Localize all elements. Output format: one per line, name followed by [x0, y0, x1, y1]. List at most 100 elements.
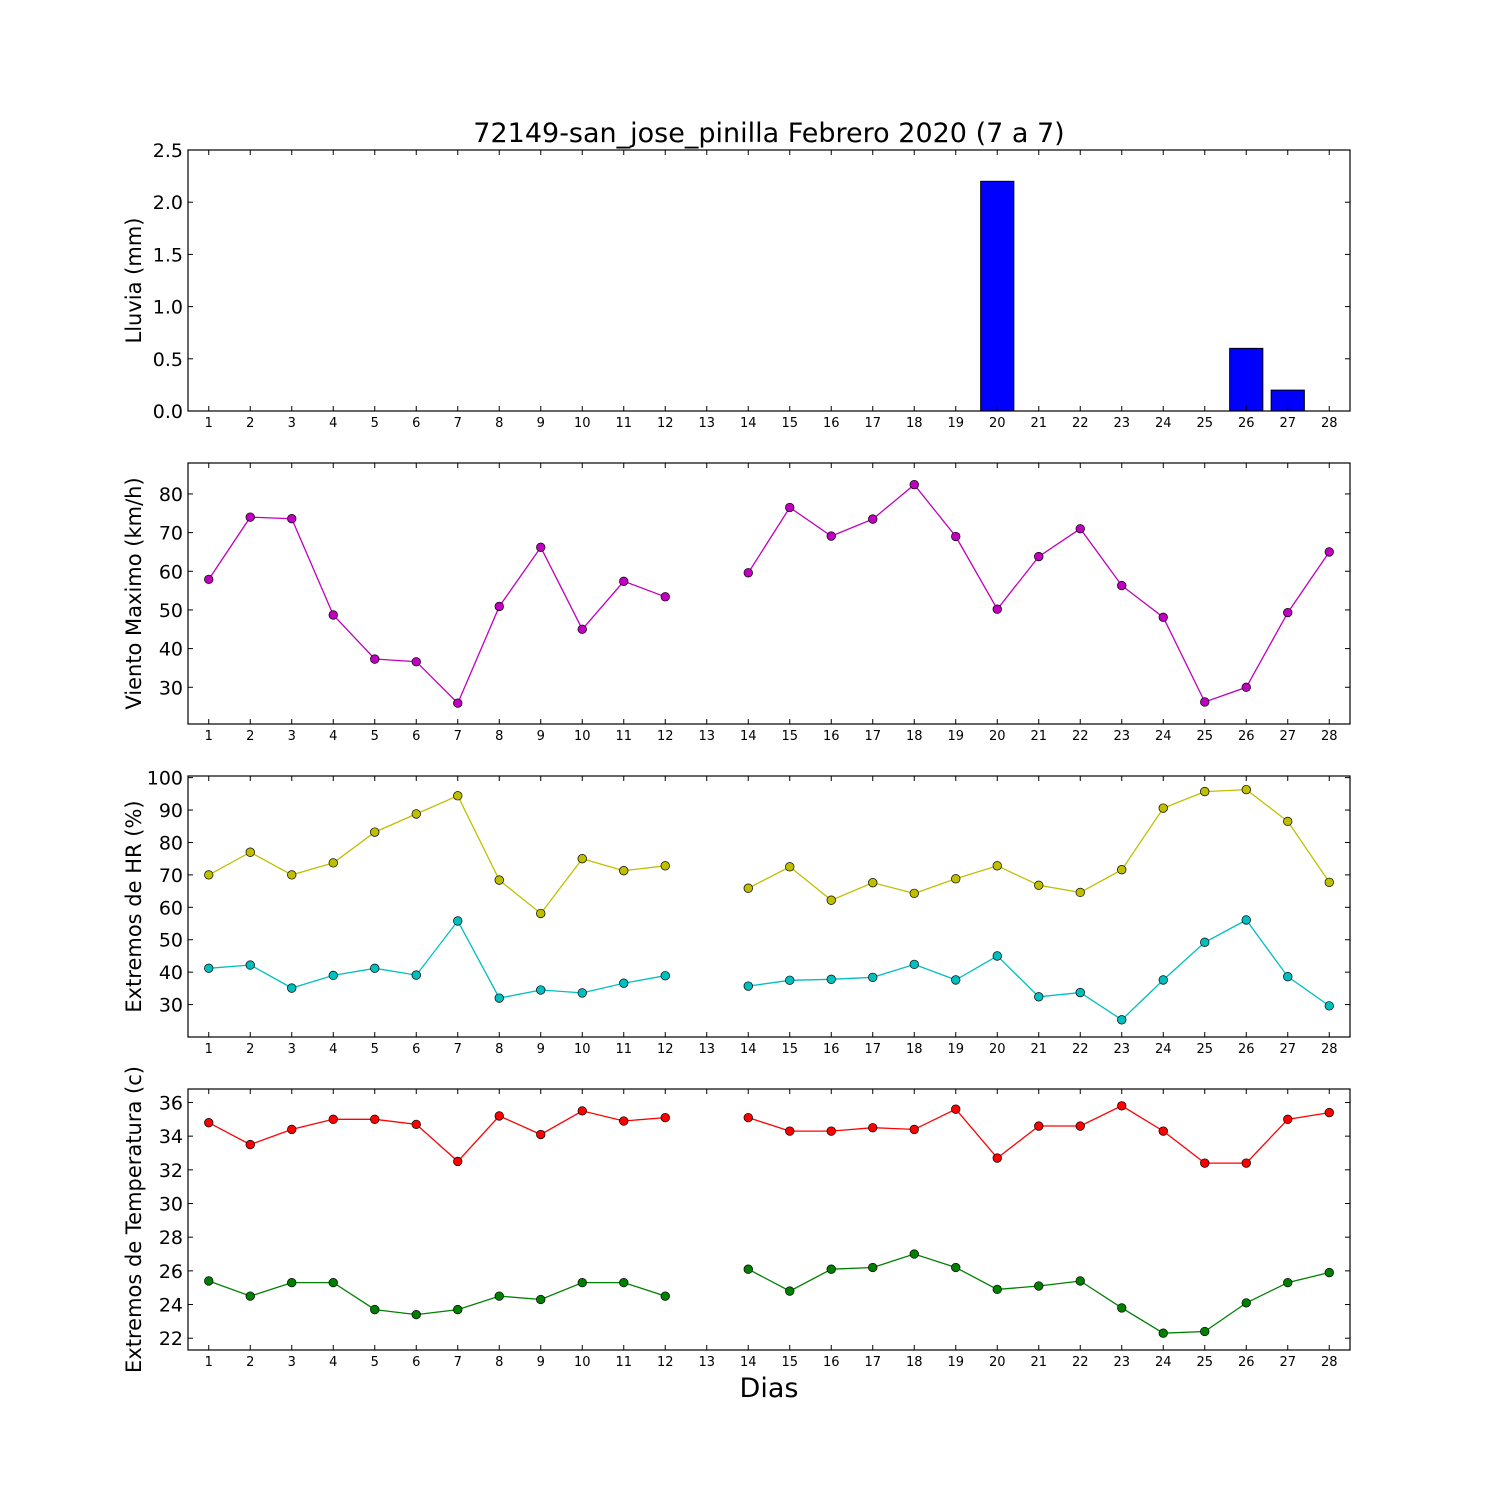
temperature-series-2-point [826, 1264, 836, 1274]
temperature-series-2-point [1158, 1328, 1168, 1338]
temperature-xtick-label: 25 [1196, 1355, 1213, 1370]
humidity-series-2-point [1324, 1001, 1334, 1011]
wind-series-1-point [1324, 547, 1334, 557]
humidity-xtick-label: 23 [1113, 1042, 1130, 1057]
wind-y-axis-label: Viento Maximo (km/h) [122, 477, 146, 709]
humidity-series-1-point [826, 895, 836, 905]
temperature-series-2-point [660, 1291, 670, 1301]
temperature-series-2-point [1324, 1267, 1334, 1278]
humidity-series-2-point [411, 970, 421, 980]
wind-series-1-point [536, 542, 546, 552]
wind-xtick-label: 19 [947, 729, 964, 744]
wind-series-1-point [1117, 580, 1127, 591]
rain-xtick-label: 26 [1238, 416, 1255, 431]
wind-series-1-point [951, 531, 961, 542]
humidity-xtick-label: 27 [1279, 1042, 1296, 1057]
humidity-series-2-point [1034, 992, 1044, 1002]
humidity-ytick-label: 60 [159, 897, 183, 919]
rain-xtick-label: 18 [906, 416, 923, 431]
wind-series-1-point [868, 514, 878, 524]
temperature-series-1-point [868, 1123, 878, 1133]
temperature-series-1-point [1034, 1121, 1044, 1131]
temperature-xtick-label: 1 [205, 1355, 213, 1370]
wind-series-1-point [785, 502, 795, 513]
humidity-series-2-point [245, 960, 255, 970]
humidity-ytick-label: 80 [159, 832, 183, 854]
temperature-series-1-point [494, 1111, 504, 1121]
temperature-ytick-label: 30 [159, 1194, 183, 1216]
wind-xtick-label: 20 [989, 729, 1006, 744]
humidity-ytick-label: 40 [159, 962, 183, 984]
wind-xtick-label: 23 [1113, 729, 1130, 744]
temperature-series-1-point [1075, 1121, 1085, 1131]
humidity-series-2-point [1241, 915, 1251, 925]
wind-series-1-point [1241, 682, 1251, 692]
temperature-xtick-label: 17 [864, 1355, 881, 1370]
wind-ytick-label: 80 [159, 484, 183, 506]
humidity-series-2-point [660, 971, 670, 981]
rain-xtick-label: 5 [371, 416, 379, 431]
wind-xtick-label: 11 [615, 729, 632, 744]
wind-xtick-label: 13 [698, 729, 715, 744]
humidity-series-2-point [204, 963, 214, 973]
humidity-xtick-label: 13 [698, 1042, 715, 1057]
wind-series-1-point [992, 604, 1002, 614]
wind-xtick-label: 8 [495, 729, 503, 744]
rain-xtick-label: 12 [657, 416, 674, 431]
temperature-xtick-label: 16 [823, 1355, 840, 1370]
temperature-series-2-point [785, 1286, 795, 1296]
temperature-xtick-label: 28 [1321, 1355, 1338, 1370]
temperature-series-1-point [785, 1126, 795, 1136]
wind-xtick-label: 10 [574, 729, 591, 744]
temperature-series-2-point [951, 1262, 961, 1273]
wind-series-1-point [1075, 524, 1085, 534]
humidity-series-2-point [951, 975, 961, 985]
temperature-xtick-label: 22 [1072, 1355, 1089, 1370]
humidity-xtick-label: 14 [740, 1042, 757, 1057]
temperature-series-1-point [328, 1114, 338, 1124]
rain-xtick-label: 4 [329, 416, 337, 431]
humidity-xtick-label: 7 [454, 1042, 462, 1057]
temperature-series-1-point [411, 1119, 421, 1130]
humidity-series-2-point [826, 974, 836, 984]
rain-ytick-label: 0.5 [153, 349, 183, 371]
humidity-xtick-label: 19 [947, 1042, 964, 1057]
rain-bar [1229, 347, 1264, 412]
humidity-series-2-point [328, 970, 338, 981]
humidity-xtick-label: 11 [615, 1042, 632, 1057]
humidity-series-2-point [536, 985, 546, 995]
rain-xtick-label: 24 [1155, 416, 1172, 431]
rain-bar [980, 180, 1015, 412]
wind-series-1-point [245, 512, 255, 522]
humidity-xtick-label: 3 [288, 1042, 296, 1057]
humidity-xtick-label: 2 [246, 1042, 254, 1057]
temperature-ytick-label: 32 [159, 1160, 183, 1182]
temperature-series-1-point [1241, 1158, 1251, 1168]
humidity-xtick-label: 17 [864, 1042, 881, 1057]
humidity-xtick-label: 15 [781, 1042, 798, 1057]
humidity-series-1-point [204, 870, 214, 880]
humidity-series-1-point [909, 888, 919, 899]
humidity-series-1-point [328, 858, 338, 868]
humidity-series-1-point [287, 870, 297, 880]
temperature-series-1-point [245, 1139, 255, 1150]
panel-temperature: 1 2 3 4 5 6 7 8 9 10 11 12 13 14 15 16 17 18 19 20 21 22 23 24 2… [122, 1066, 1351, 1373]
rain-xtick-label: 2 [246, 416, 254, 431]
humidity-ytick-label: 70 [159, 865, 183, 887]
temperature-series-2-point [743, 1264, 753, 1274]
humidity-xtick-label: 1 [205, 1042, 213, 1057]
temperature-xtick-label: 13 [698, 1355, 715, 1370]
temperature-series-2-point [909, 1249, 919, 1259]
wind-series-1-point [411, 657, 421, 667]
wind-series-1-line [208, 516, 666, 705]
temperature-ytick-label: 26 [159, 1261, 183, 1283]
humidity-series-1-point [411, 809, 421, 819]
humidity-axes-frame [187, 775, 1351, 1038]
humidity-series-2-point [494, 993, 504, 1003]
wind-xtick-label: 4 [329, 729, 337, 744]
panel-rain: 1 2 3 4 5 6 7 8 9 10 11 12 13 14 15 16 17 18 19 20 21 22 23 24 2… [122, 140, 1351, 431]
humidity-series-1-line [208, 794, 666, 915]
rain-xtick-label: 15 [781, 416, 798, 431]
temperature-xtick-label: 9 [537, 1355, 545, 1370]
